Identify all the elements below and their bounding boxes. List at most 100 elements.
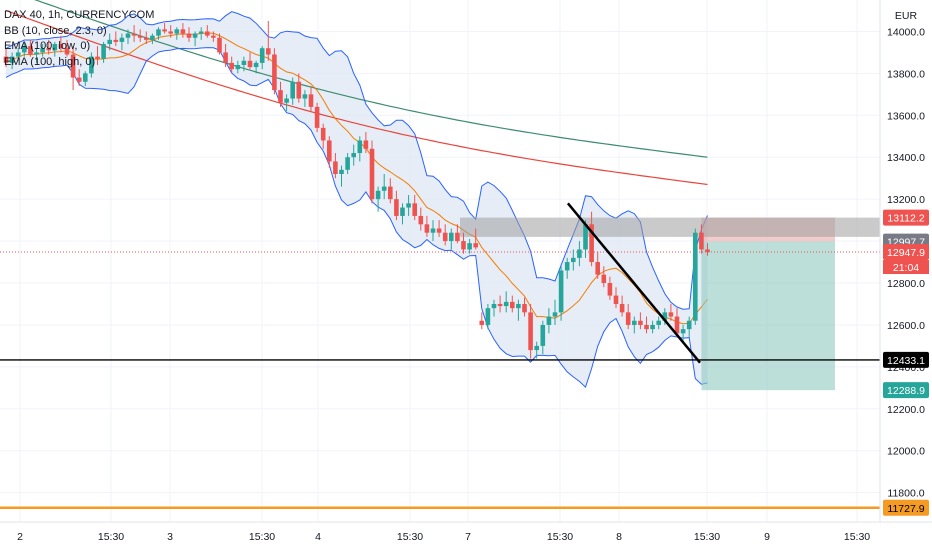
candle-body-16 [101,44,106,59]
y-tick-7: 13200.0 [887,194,925,206]
candle-body-94 [577,249,582,258]
candle-body-89 [546,316,552,325]
candle-body-6 [40,48,45,53]
candle-body-90 [552,312,558,317]
trendline [566,202,701,364]
candle-body-75 [461,241,466,250]
bb-lower-line [5,47,708,389]
candle-body-83 [510,301,515,309]
resistance-band [460,217,880,237]
candle-body-40 [247,60,253,68]
stop-badge: 13112.2 [887,213,924,225]
candle-body-14 [89,56,94,74]
candle-body-111 [680,329,686,334]
candle-body-24 [150,35,155,40]
ema-low-line [5,9,708,186]
candle-body-37 [229,62,234,70]
candle-body-39 [241,60,247,65]
candle-body-68 [418,215,424,225]
candle-body-85 [522,303,527,313]
candle-body-97 [595,262,600,275]
candle-body-1 [9,56,15,63]
candle-body-69 [424,224,430,233]
candle-body-84 [516,303,521,309]
y-tick-2: 12200.0 [887,404,925,416]
legend-bb[interactable]: BB (10, close, 2.3, 0) [4,24,107,37]
candle-body-56 [345,157,350,170]
x-tick-11: 15:30 [844,531,870,543]
candle-body-7 [46,48,51,51]
candle-body-9 [58,44,64,49]
candle-body-88 [540,324,546,346]
candle-body-113 [693,232,698,321]
legend-ema-high[interactable]: EMA (100, high, 0) [4,55,96,68]
candle-body-32 [198,31,204,34]
candle-body-74 [455,232,460,242]
y-tick-9: 13600.0 [887,110,925,122]
candle-body-52 [320,127,326,141]
candle-body-45 [278,90,283,103]
candle-body-59 [363,140,369,149]
last-price-badge: 12947.9 [887,247,925,259]
x-tick-4: 4 [315,531,321,543]
candle-body-67 [412,203,417,216]
y-tick-5: 12800.0 [887,278,925,290]
bb-upper-line [5,11,708,310]
candle-body-110 [674,316,680,334]
candle-body-41 [253,62,259,68]
y-tick-0: 11800.0 [887,488,924,500]
candle-body-28 [174,29,180,34]
candle-body-5 [34,52,39,55]
candle-body-66 [406,203,411,208]
level-badge-0: 12433.1 [887,355,925,367]
candle-body-3 [22,46,27,53]
stop-badge-bg [883,209,929,226]
candle-body-47 [290,81,295,99]
candle-body-79 [485,308,491,325]
chart-legend: DAX 40, 1h, CURRENCYCOM BB (10, close, 2… [4,8,154,70]
candle-body-17 [107,39,112,45]
legend-ema-low[interactable]: EMA (100, low, 0) [4,40,91,52]
candle-body-106 [650,324,655,330]
candle-body-77 [473,243,478,248]
candle-body-115 [705,249,710,252]
candle-body-46 [284,98,289,103]
candle-body-54 [333,161,338,174]
candle-body-53 [327,140,332,162]
y-tick-4: 12600.0 [887,320,925,332]
candle-body-35 [217,37,222,53]
candle-body-21 [131,33,137,36]
x-tick-10: 9 [764,531,770,543]
candle-body-70 [430,228,436,233]
y-tick-8: 13400.0 [887,152,925,164]
candle-body-51 [314,106,320,128]
last-price-badge-bg [883,244,929,261]
x-tick-2: 3 [167,531,173,543]
legend-symbol[interactable]: DAX 40, 1h, CURRENCYCOM [4,9,155,21]
candle-body-25 [156,29,161,36]
candle-body-76 [467,243,472,250]
candle-body-87 [534,345,539,351]
level-badge-1-bg [883,499,929,516]
candle-body-92 [564,262,570,271]
level-badge-1: 11727.9 [887,503,924,515]
candle-body-100 [613,295,619,304]
x-tick-9: 15:30 [694,531,720,543]
candle-body-12 [76,77,82,82]
candle-body-101 [619,303,625,313]
candle-body-82 [503,301,509,307]
candle-body-63 [388,186,393,200]
ema-high-line [34,0,708,158]
y-tick-10: 13800.0 [887,68,925,80]
y-tick-1: 12000.0 [887,446,925,458]
x-tick-7: 15:30 [547,531,573,543]
candle-body-114 [699,232,704,250]
candle-body-48 [296,81,302,99]
last-price-badge-extra-bg [883,260,929,275]
currency-label: EUR [895,10,918,22]
candle-body-103 [632,320,637,325]
candle-body-104 [638,320,643,325]
candle-body-23 [144,37,149,40]
